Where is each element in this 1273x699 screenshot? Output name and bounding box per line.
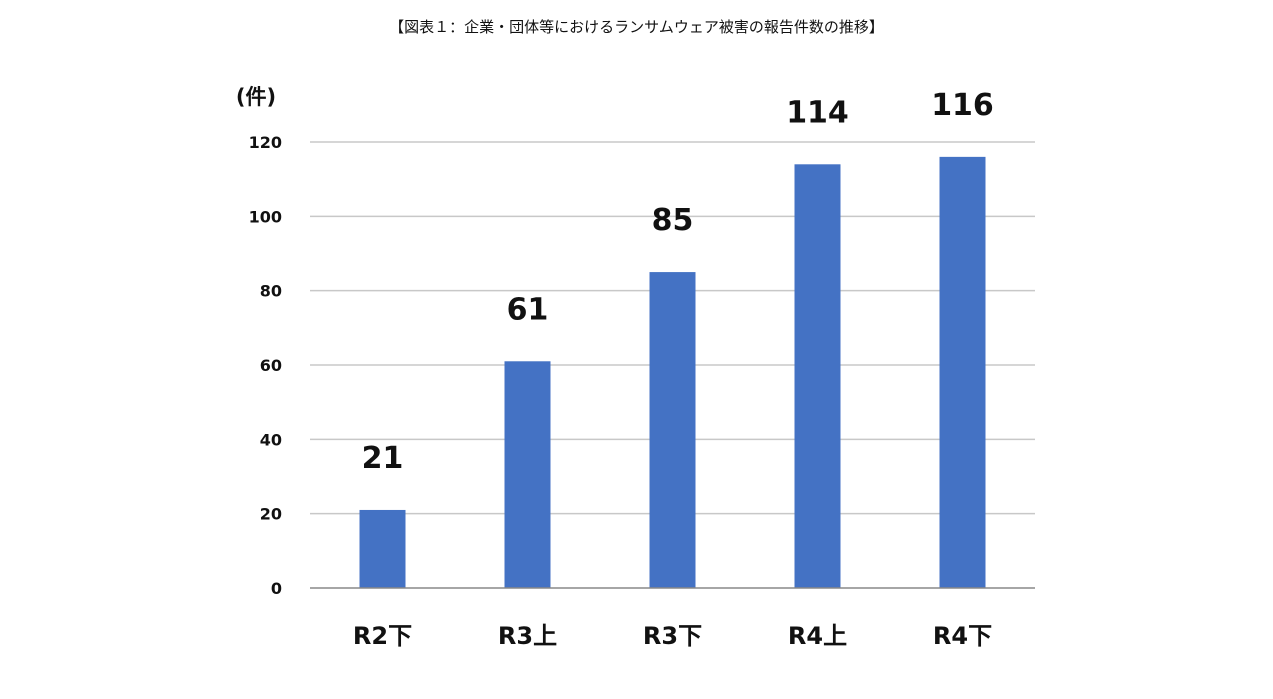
data-label: 21 xyxy=(362,441,404,476)
labels: 0 20 40 60 80 100 120 21 R2下 61 R3上 85 R3下 114 R4上 116 R… xyxy=(249,88,994,650)
data-label: 116 xyxy=(931,88,994,123)
bar xyxy=(504,361,551,588)
x-tick-label: R2下 xyxy=(353,622,412,650)
y-tick-label: 40 xyxy=(260,430,282,449)
y-tick-label: 0 xyxy=(271,579,282,598)
bars xyxy=(359,156,986,589)
y-tick-label: 120 xyxy=(249,133,282,152)
x-tick-label: R4下 xyxy=(933,622,992,650)
y-tick-label: 20 xyxy=(260,505,282,524)
bar xyxy=(794,164,841,589)
x-tick-label: R4上 xyxy=(788,622,847,650)
y-axis-unit-label: (件) xyxy=(236,85,276,109)
data-label: 85 xyxy=(652,203,694,238)
bar xyxy=(359,509,406,588)
data-label: 114 xyxy=(786,95,849,130)
x-tick-label: R3下 xyxy=(643,622,702,650)
y-tick-label: 80 xyxy=(260,282,282,301)
chart-title: 【図表１：企業・団体等におけるランサムウェア被害の報告件数の推移】 xyxy=(389,18,884,36)
bar xyxy=(939,156,986,588)
data-label: 61 xyxy=(507,292,549,327)
y-tick-label: 100 xyxy=(249,207,282,226)
bar xyxy=(649,272,696,588)
x-tick-label: R3上 xyxy=(498,622,557,650)
y-tick-label: 60 xyxy=(260,356,282,375)
